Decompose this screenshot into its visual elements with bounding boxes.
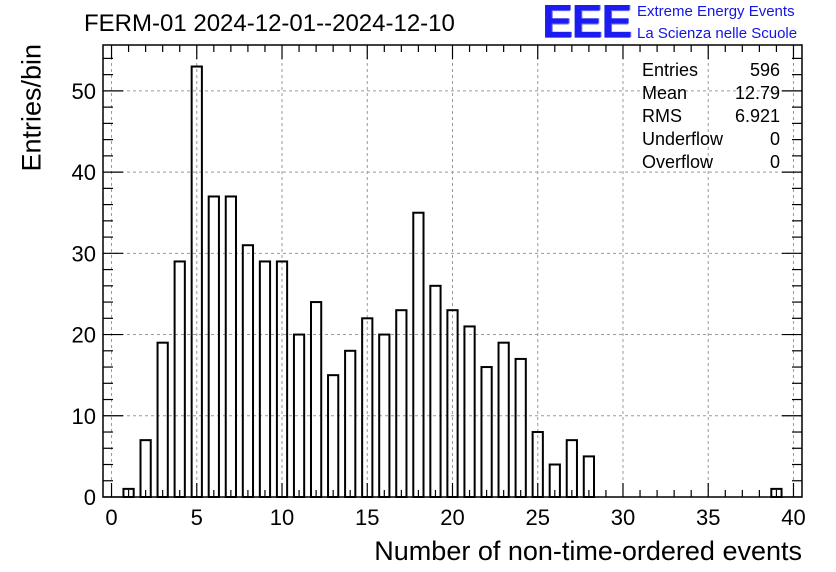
x-tick-label: 0 (105, 505, 117, 530)
x-tick-label: 25 (526, 505, 550, 530)
histogram-bar (207, 195, 220, 498)
eee-logo: EEE (542, 0, 632, 47)
stat-value: 0 (769, 129, 780, 149)
logo-line-2: La Scienza nelle Scuole (637, 25, 798, 42)
axis-ticks (103, 45, 802, 498)
histogram-bar (497, 341, 510, 498)
histogram-bar (463, 325, 476, 498)
x-axis-label: Number of non-time-ordered events (374, 536, 802, 566)
histogram-bar (241, 244, 255, 498)
histogram-bar (480, 366, 493, 498)
y-tick-label: 40 (72, 160, 96, 185)
y-tick-label: 0 (84, 485, 96, 510)
stat-row-entries: Entries 596 (642, 60, 780, 83)
y-tick-label: 50 (72, 79, 96, 104)
histogram-bar (412, 211, 425, 498)
chart-title: FERM-01 2024-12-01--2024-12-10 (84, 10, 455, 37)
y-tick-label: 20 (72, 323, 96, 348)
stats-box: Entries 596 Mean 12.79 RMS 6.921 Underfl… (642, 60, 780, 175)
stat-value: 6.921 (734, 106, 780, 126)
x-tick-label: 40 (781, 505, 805, 530)
logo-line-1: Extreme Energy Events (637, 3, 795, 20)
stat-row-overflow: Overflow 0 (642, 152, 780, 175)
x-tick-label: 15 (355, 505, 379, 530)
stat-label: RMS (642, 106, 682, 126)
histogram-bar (173, 260, 186, 498)
x-tick-label: 10 (270, 505, 294, 530)
stat-label: Mean (642, 83, 688, 103)
x-tick-label: 20 (440, 505, 464, 530)
histogram-bar (139, 439, 152, 498)
histogram-bar (327, 374, 340, 498)
stat-row-rms: RMS 6.921 (642, 106, 780, 129)
tick-labels: 0 5 10 15 20 25 30 35 40 0 10 20 30 40 50 (72, 79, 806, 530)
stat-label: Overflow (642, 152, 714, 172)
histogram-bar (156, 341, 169, 498)
stat-value: 596 (749, 60, 780, 80)
x-tick-label: 35 (696, 505, 720, 530)
y-axis-label: Entries/bin (16, 43, 47, 172)
histogram-bar (565, 439, 578, 498)
histogram-bar (514, 357, 527, 498)
histogram-bar (224, 195, 237, 498)
x-tick-label: 5 (191, 505, 203, 530)
histogram-bar (446, 309, 459, 498)
histogram-bar (395, 309, 408, 498)
x-tick-label: 30 (611, 505, 635, 530)
stat-label: Entries (642, 60, 699, 80)
histogram-bar (258, 260, 272, 498)
stat-row-mean: Mean 12.79 (642, 83, 780, 106)
histogram-bar (309, 301, 323, 498)
y-tick-label: 30 (72, 241, 96, 266)
stat-row-underflow: Underflow 0 (642, 129, 780, 152)
stat-label: Underflow (642, 129, 724, 149)
histogram-bar (429, 284, 442, 498)
stat-value: 0 (769, 152, 780, 172)
y-tick-label: 10 (72, 404, 96, 429)
stat-value: 12.79 (734, 83, 780, 103)
histogram-bar (344, 349, 357, 498)
